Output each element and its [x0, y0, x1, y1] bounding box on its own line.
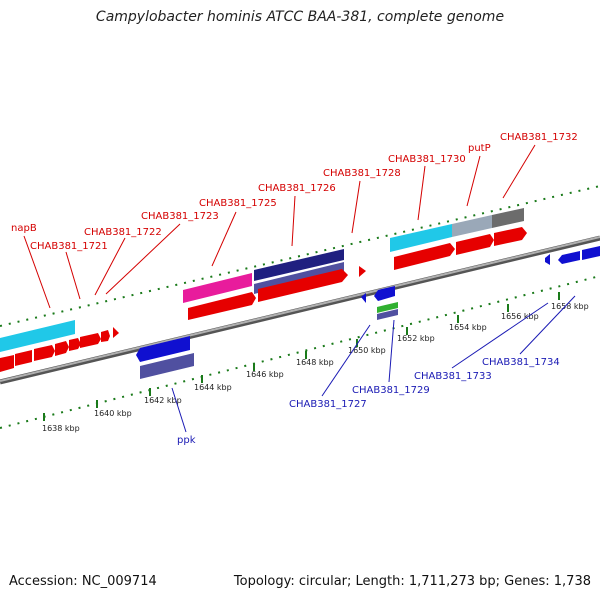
forward-gene-arrow — [188, 292, 256, 320]
forward-gene-arrow — [69, 338, 81, 351]
forward-gene-arrow — [494, 227, 527, 246]
forward-gene-arrow — [359, 266, 366, 277]
gene-label-CHAB381-1732: CHAB381_1732 — [500, 132, 578, 143]
accession-text: Accession: NC_009714 — [9, 574, 157, 589]
reverse-gene-arrow — [558, 251, 580, 264]
tick-label: 1648 kbp — [296, 358, 334, 367]
scale-tick-labels: 1638 kbp 1640 kbp 1642 kbp 1644 kbp 1646… — [42, 302, 589, 433]
reverse-gene-arrow — [374, 286, 395, 301]
tick-label: 1644 kbp — [194, 383, 232, 392]
gene-label-CHAB381-1725: CHAB381_1725 — [199, 198, 277, 209]
feature-glyphs — [0, 208, 600, 379]
green-feature-block — [377, 302, 398, 313]
outer-dotted-track — [0, 185, 600, 327]
slate-feature-block — [377, 309, 398, 320]
gene-label-CHAB381-1730: CHAB381_1730 — [388, 154, 466, 165]
tick-label: 1650 kbp — [348, 346, 386, 355]
forward-gene-arrow — [0, 355, 14, 372]
gene-label-CHAB381-1734: CHAB381_1734 — [482, 357, 560, 368]
reverse-gene-arrow — [361, 293, 366, 303]
gene-label-CHAB381-1733: CHAB381_1733 — [414, 371, 492, 382]
forward-gene-arrow — [55, 341, 69, 356]
gene-label-CHAB381-1722: CHAB381_1722 — [84, 227, 162, 238]
forward-gene-arrow — [80, 333, 101, 348]
forward-gene-arrow — [34, 345, 55, 361]
gray-feature-block — [492, 208, 524, 228]
tick-label: 1640 kbp — [94, 409, 132, 418]
cyan-feature-block — [0, 320, 75, 352]
genome-summary-text: Topology: circular; Length: 1,711,273 bp… — [233, 574, 591, 589]
forward-gene-labels: napB CHAB381_1721 CHAB381_1722 CHAB381_1… — [11, 132, 578, 252]
forward-gene-arrow — [15, 350, 32, 366]
gene-label-CHAB381-1721: CHAB381_1721 — [30, 241, 108, 252]
reverse-gene-arrow — [545, 254, 550, 265]
navy-feature-block — [254, 249, 344, 281]
tick-label: 1656 kbp — [501, 312, 539, 321]
gene-label-ppk: ppk — [177, 435, 196, 446]
tick-label: 1646 kbp — [246, 370, 284, 379]
slate-feature-block — [140, 353, 194, 379]
map-title: Campylobacter hominis ATCC BAA-381, comp… — [95, 9, 505, 25]
tick-label: 1638 kbp — [42, 424, 80, 433]
forward-gene-arrow — [113, 327, 119, 338]
gene-label-CHAB381-1723: CHAB381_1723 — [141, 211, 219, 222]
tick-label: 1654 kbp — [449, 323, 487, 332]
forward-gene-arrow — [258, 269, 348, 302]
tick-label: 1642 kbp — [144, 396, 182, 405]
reverse-gene-arrow — [136, 336, 190, 362]
gene-label-CHAB381-1729: CHAB381_1729 — [352, 385, 430, 396]
tick-label: 1658 kbp — [551, 302, 589, 311]
cyan-feature-block — [390, 224, 452, 252]
tick-label: 1652 kbp — [397, 334, 435, 343]
gene-label-putP: putP — [468, 143, 491, 154]
gene-label-CHAB381-1726: CHAB381_1726 — [258, 183, 336, 194]
scale-ticks — [43, 292, 560, 421]
forward-gene-arrow — [456, 234, 494, 255]
gene-label-napB: napB — [11, 223, 37, 234]
gene-label-CHAB381-1728: CHAB381_1728 — [323, 168, 401, 179]
gene-label-CHAB381-1727: CHAB381_1727 — [289, 399, 367, 410]
pink-feature-block — [183, 273, 252, 303]
forward-leader-lines — [23, 144, 536, 309]
reverse-gene-labels: ppk CHAB381_1727 CHAB381_1729 CHAB381_17… — [177, 357, 560, 446]
reverse-leader-lines — [171, 295, 576, 433]
forward-gene-arrow — [394, 243, 455, 270]
reverse-gene-arrow — [582, 246, 600, 260]
forward-gene-arrow — [101, 330, 110, 342]
gray-feature-block — [452, 215, 492, 237]
